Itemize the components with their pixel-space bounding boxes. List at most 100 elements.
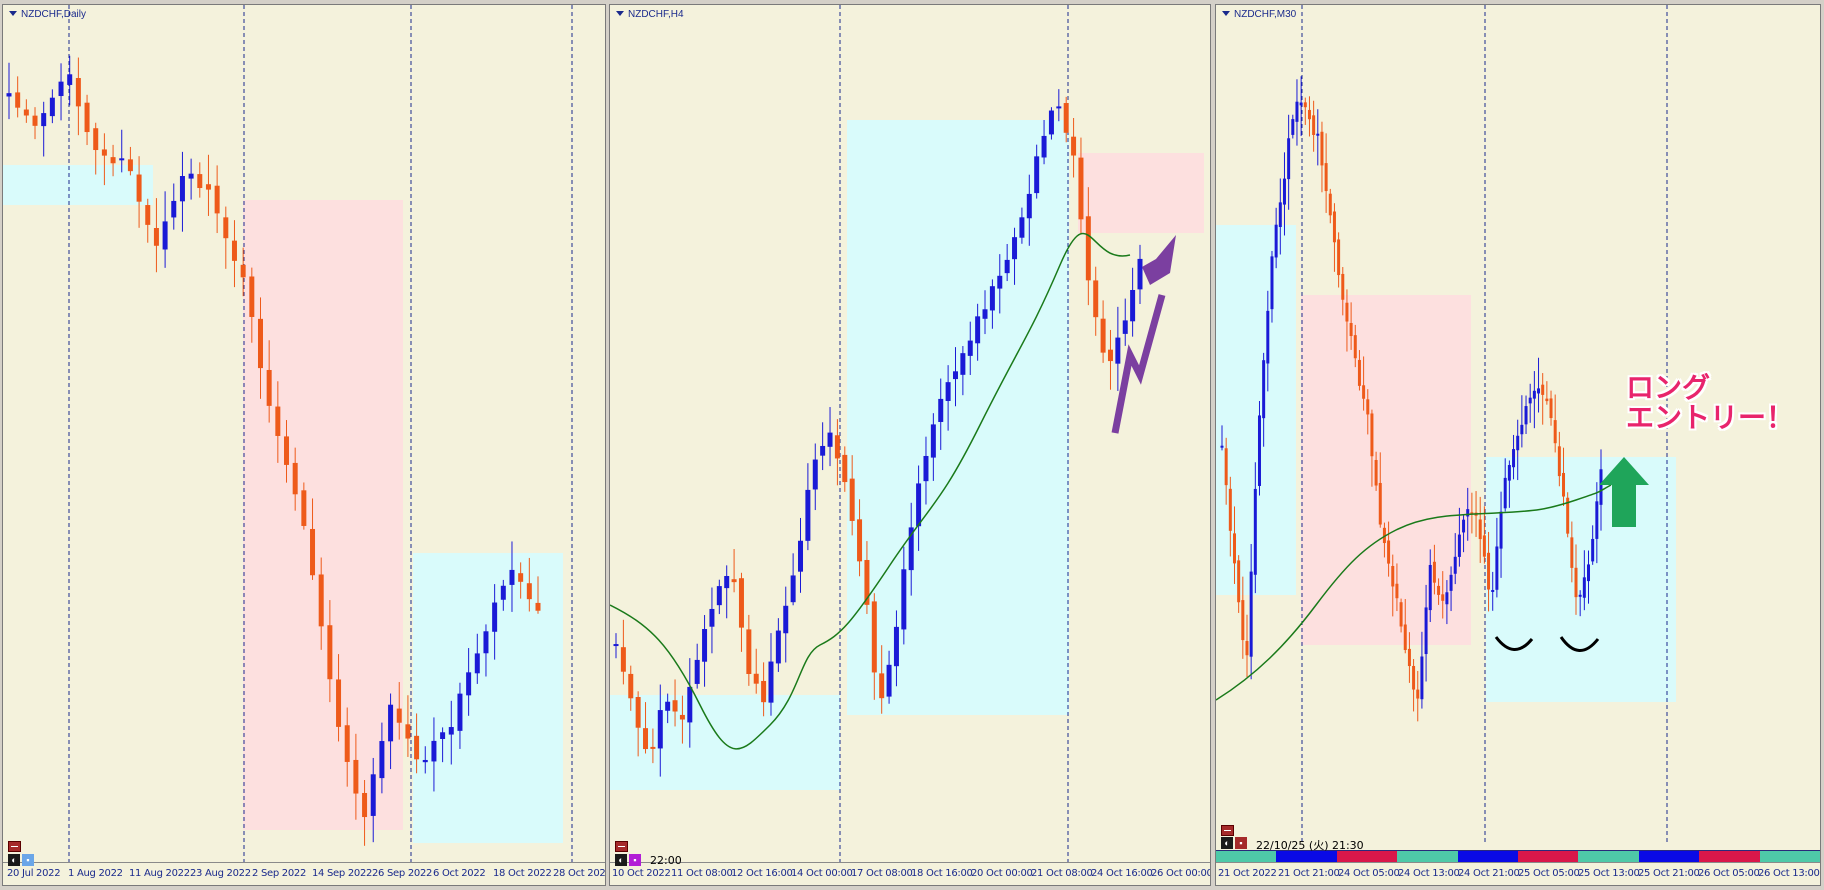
candle-body <box>1093 280 1099 318</box>
minimize-icon[interactable] <box>615 841 628 852</box>
candle-body <box>1549 398 1553 419</box>
candle-body <box>1520 424 1524 435</box>
candle-body <box>1395 583 1399 599</box>
candle-body <box>1403 624 1407 651</box>
chart-title-daily[interactable]: NZDCHF,Daily <box>9 9 86 20</box>
candle-body <box>938 398 944 422</box>
price-chart-m30[interactable] <box>1216 5 1821 886</box>
candle-body <box>746 629 752 675</box>
time-axis-label: 14 Sep 2022 <box>312 868 373 879</box>
dropdown-triangle-icon <box>1222 11 1230 16</box>
chart-panel-h4[interactable]: NZDCHF,H4 ◐ ▪ 22:00 10 Oct 2022 11 Oct 08… <box>609 4 1211 886</box>
candle-body <box>790 575 796 603</box>
session-segment <box>1578 851 1639 863</box>
buy-zone <box>610 695 840 790</box>
candle-body <box>1503 477 1507 509</box>
candle-body <box>1449 574 1453 591</box>
sell-zone <box>243 200 403 830</box>
candle-body <box>1130 289 1136 322</box>
candle-body <box>310 528 316 576</box>
candle-body <box>292 462 298 495</box>
candle-body <box>672 700 678 712</box>
candle-body <box>1312 115 1316 135</box>
candle-body <box>1370 413 1374 457</box>
candle-body <box>1362 385 1366 399</box>
time-axis-label: 26 Oct 00:00 <box>1151 868 1211 879</box>
candle-body <box>709 608 715 627</box>
session-segment <box>1699 851 1760 863</box>
neckline-curve-2 <box>1559 636 1600 652</box>
candle-body <box>1287 138 1291 180</box>
candle-body <box>1257 415 1261 486</box>
price-chart-daily[interactable] <box>3 5 606 886</box>
candle-body <box>1482 535 1486 557</box>
candle-body <box>162 221 168 250</box>
candle-body <box>1353 335 1357 359</box>
candle-body <box>41 113 47 127</box>
moving-average-line <box>1216 484 1612 701</box>
candle-body <box>1416 689 1420 699</box>
candle-body <box>67 74 73 85</box>
candle-body <box>1291 119 1295 135</box>
candle-body <box>1499 511 1503 549</box>
candle-body <box>110 157 116 164</box>
candle-body <box>731 579 737 583</box>
candle-body <box>101 149 107 156</box>
candle-body <box>1332 211 1336 243</box>
candle-body <box>231 240 237 261</box>
candle-body <box>1249 571 1253 657</box>
time-axis-label: 20 Oct 00:00 <box>971 868 1033 879</box>
session-segment <box>1638 851 1700 863</box>
candle-body <box>1532 390 1536 399</box>
candle-body <box>1228 488 1232 531</box>
time-axis-label: 10 Oct 2022 <box>612 868 671 879</box>
candle-body <box>535 602 541 611</box>
candle-body <box>842 454 848 483</box>
purple-up-arrow <box>1111 294 1166 434</box>
candle-body <box>775 630 781 664</box>
candle-body <box>474 653 480 674</box>
minimize-icon[interactable] <box>8 841 21 852</box>
candle-body <box>223 217 229 239</box>
chart-title-h4[interactable]: NZDCHF,H4 <box>616 9 684 20</box>
time-axis-label: 26 Oct 13:00 <box>1758 868 1820 879</box>
candle-body <box>1237 560 1241 603</box>
candle-body <box>1137 258 1143 290</box>
indicator-icon[interactable]: ▪ <box>629 854 641 866</box>
candle-body <box>1266 310 1270 364</box>
price-chart-h4[interactable] <box>610 5 1211 886</box>
candle-body <box>448 727 454 735</box>
indicator-icon[interactable]: ▪ <box>1235 837 1247 849</box>
time-axis-label: 12 Oct 16:00 <box>731 868 793 879</box>
candle-body <box>266 369 272 406</box>
chart-shift-icon[interactable]: ◐ <box>615 854 627 866</box>
candle-body <box>982 309 988 319</box>
candle-body <box>1041 135 1047 158</box>
time-axis-label: 24 Oct 21:00 <box>1458 868 1520 879</box>
candle-body <box>1274 224 1278 258</box>
chart-panel-daily[interactable]: NZDCHF,Daily ◐ ▪ 20 Jul 2022 1 Aug 2022 11… <box>2 4 606 886</box>
time-axis-label: 18 Oct 2022 <box>493 868 552 879</box>
candle-body <box>1378 482 1382 525</box>
candle-body <box>923 455 929 482</box>
candle-body <box>119 158 125 161</box>
candle-body <box>1591 538 1595 562</box>
chart-title-m30[interactable]: NZDCHF,M30 <box>1222 9 1296 20</box>
time-axis-m30: 21 Oct 2022 21 Oct 21:00 24 Oct 05:00 24 Oc… <box>1216 862 1820 885</box>
candle-body <box>820 445 826 456</box>
chart-panel-m30[interactable]: NZDCHF,M30 ロング エントリー！ ◐ ▪ 22/10/25 (火) 2… <box>1215 4 1821 886</box>
candle-body <box>249 276 255 317</box>
candle-body <box>414 735 420 760</box>
candle-body <box>379 741 385 779</box>
candle-body <box>153 228 159 246</box>
chart-shift-icon[interactable]: ◐ <box>8 854 20 866</box>
minimize-icon[interactable] <box>1221 825 1234 836</box>
callout-line-2: エントリー！ <box>1626 402 1795 433</box>
candle-body <box>1570 537 1574 568</box>
time-axis-label: 24 Oct 05:00 <box>1338 868 1400 879</box>
chart-shift-icon[interactable]: ◐ <box>1221 837 1233 849</box>
autoscroll-icon[interactable]: ▪ <box>22 854 34 866</box>
candle-body <box>916 483 922 527</box>
candle-body <box>49 97 55 117</box>
candle-body <box>930 424 936 458</box>
